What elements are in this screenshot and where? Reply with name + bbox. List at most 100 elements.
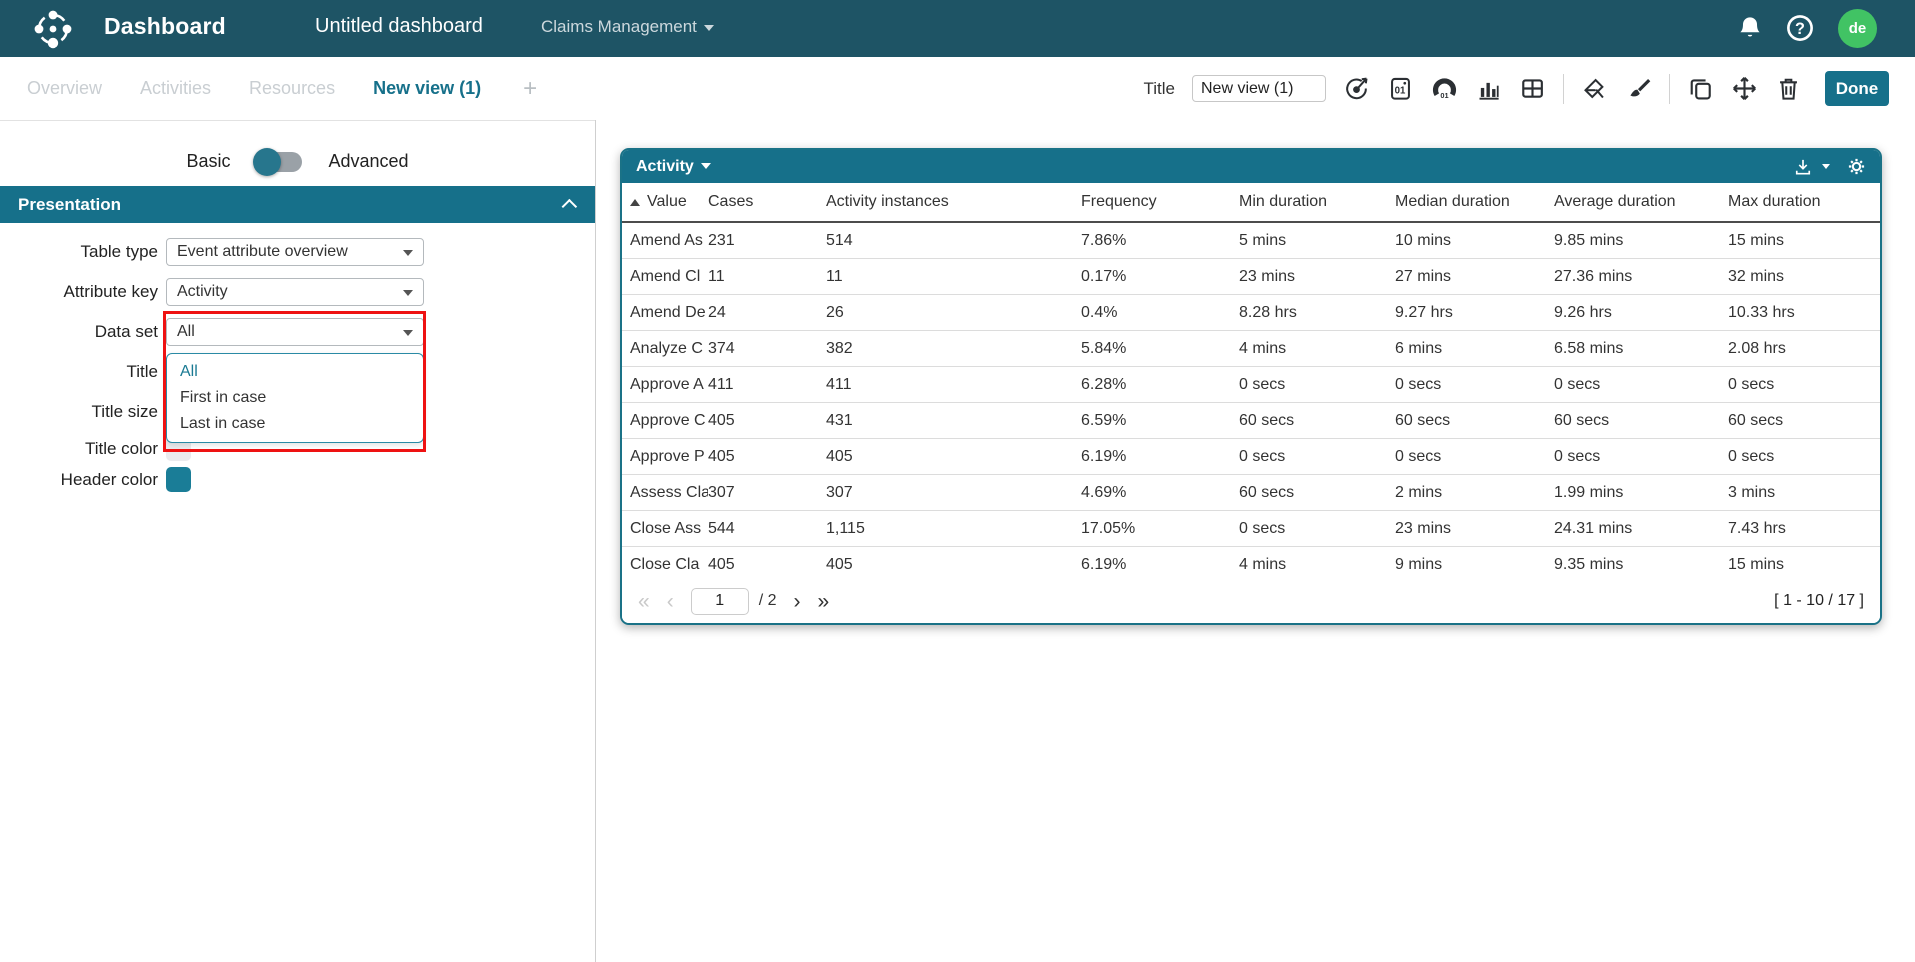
- table-cell: 1.99 mins: [1554, 483, 1624, 501]
- table-row[interactable]: Approve P 405 405 6.19% 0 secs 0 secs 0 secs 0 …: [622, 439, 1880, 475]
- last-page-button[interactable]: »: [817, 589, 830, 613]
- table-cell: 0 secs: [1395, 447, 1442, 465]
- done-button[interactable]: Done: [1825, 71, 1889, 106]
- column-header-label: Min duration: [1239, 193, 1328, 210]
- dropdown-option-all[interactable]: All: [180, 363, 198, 380]
- project-selector[interactable]: Claims Management: [541, 17, 714, 37]
- column-header-activity-instances[interactable]: Activity instances: [826, 193, 1081, 211]
- table-cell: Approve P: [630, 447, 705, 465]
- table-cell: 23 mins: [1239, 267, 1296, 285]
- table-cell: 4 mins: [1239, 555, 1287, 573]
- column-header-value[interactable]: Value: [630, 193, 708, 211]
- attribute-key-value: Activity: [177, 283, 228, 300]
- table-row[interactable]: Close Ass 544 1,115 17.05% 0 secs 23 mins 24.3…: [622, 511, 1880, 547]
- widget-title: Activity: [636, 157, 694, 175]
- attribute-key-select[interactable]: Activity: [166, 278, 424, 306]
- settings-gear-icon[interactable]: [1847, 157, 1866, 176]
- clear-format-icon[interactable]: [1625, 75, 1652, 102]
- table-cell: 26: [826, 303, 844, 321]
- target-chart-icon[interactable]: [1343, 75, 1370, 102]
- table-row[interactable]: Close Cla 405 405 6.19% 4 mins 9 mins 9.35 min…: [622, 547, 1880, 583]
- table-row[interactable]: Analyze C 374 382 5.84% 4 mins 6 mins 6.58 min…: [622, 331, 1880, 367]
- column-header-label: Activity instances: [826, 193, 949, 210]
- column-header-max-duration[interactable]: Max duration: [1728, 193, 1880, 211]
- widget-header: Activity: [622, 150, 1880, 183]
- column-header-average-duration[interactable]: Average duration: [1554, 193, 1728, 211]
- table-row[interactable]: Assess Cla 307 307 4.69% 60 secs 2 mins 1.99 m…: [622, 475, 1880, 511]
- table-row[interactable]: Amend Cl 11 11 0.17% 23 mins 27 mins 27.36 min…: [622, 259, 1880, 295]
- tab-resources[interactable]: Resources: [249, 78, 336, 98]
- fill-style-icon[interactable]: [1581, 75, 1608, 102]
- table-cell: 7.86%: [1081, 231, 1127, 249]
- column-header-label: Cases: [708, 193, 754, 210]
- table-widget-icon[interactable]: [1519, 75, 1546, 102]
- table-cell: 0 secs: [1728, 447, 1775, 465]
- next-page-button[interactable]: ›: [793, 589, 801, 613]
- table-row[interactable]: Approve A 411 411 6.28% 0 secs 0 secs 0 secs 0 …: [622, 367, 1880, 403]
- add-view-button[interactable]: +: [523, 74, 538, 102]
- tab-activities[interactable]: Activities: [140, 78, 212, 98]
- page-number-input[interactable]: [690, 587, 749, 615]
- dropdown-option-last-in-case[interactable]: Last in case: [180, 415, 266, 432]
- data-set-value: All: [177, 323, 195, 340]
- duplicate-icon[interactable]: [1687, 75, 1714, 102]
- column-header-median-duration[interactable]: Median duration: [1395, 193, 1554, 211]
- table-cell: 231: [708, 231, 735, 249]
- table-cell: 2 mins: [1395, 483, 1443, 501]
- widget-title-dropdown[interactable]: Activity: [636, 158, 711, 176]
- table-row[interactable]: Amend De 24 26 0.4% 8.28 hrs 9.27 hrs 9.26 hrs…: [622, 295, 1880, 331]
- table-type-value: Event attribute overview: [177, 243, 348, 260]
- view-title-input[interactable]: [1192, 75, 1326, 102]
- table-cell: 374: [708, 339, 735, 357]
- table-cell: 9.35 mins: [1554, 555, 1624, 573]
- toolbar-divider: [1669, 73, 1670, 104]
- column-header-label: Frequency: [1081, 193, 1157, 210]
- column-header-label: Max duration: [1728, 193, 1821, 210]
- table-cell: 0 secs: [1239, 447, 1286, 465]
- table-type-select[interactable]: Event attribute overview: [166, 238, 424, 266]
- table-cell: Amend Cl: [630, 267, 701, 285]
- table-cell: 544: [708, 519, 735, 537]
- table-cell: 6 mins: [1395, 339, 1443, 357]
- toggle-knob: [253, 147, 282, 176]
- table-cell: 5.84%: [1081, 339, 1127, 357]
- table-cell: Analyze C: [630, 339, 703, 357]
- table-cell: 431: [826, 411, 853, 429]
- table-row[interactable]: Amend As 231 514 7.86% 5 mins 10 mins 9.85 min…: [622, 223, 1880, 259]
- dashboard-name[interactable]: Untitled dashboard: [315, 15, 483, 37]
- tab-overview[interactable]: Overview: [27, 78, 103, 98]
- first-page-button[interactable]: «: [638, 589, 650, 613]
- table-cell: 9.85 mins: [1554, 231, 1624, 249]
- numeric-tile-icon[interactable]: 01: [1387, 75, 1414, 102]
- user-avatar[interactable]: de: [1838, 9, 1877, 48]
- move-icon[interactable]: [1731, 75, 1758, 102]
- table-cell: 32 mins: [1728, 267, 1785, 285]
- table-cell: 382: [826, 339, 853, 357]
- table-cell: Assess Cla: [630, 483, 708, 501]
- table-cell: 405: [708, 447, 735, 465]
- notifications-bell-icon[interactable]: [1735, 13, 1765, 43]
- download-options-caret-icon[interactable]: [1822, 164, 1830, 169]
- dropdown-option-first-in-case[interactable]: First in case: [180, 389, 267, 406]
- tab-new-view-1-[interactable]: New view (1): [373, 78, 482, 98]
- presentation-section-header[interactable]: Presentation: [0, 186, 595, 223]
- table-cell: 2.08 hrs: [1728, 339, 1786, 357]
- panel-divider: [595, 120, 596, 962]
- column-header-min-duration[interactable]: Min duration: [1239, 193, 1395, 211]
- data-set-select[interactable]: All: [166, 318, 424, 346]
- delete-icon[interactable]: [1775, 75, 1802, 102]
- header-color-swatch[interactable]: [166, 467, 191, 492]
- table-row[interactable]: Approve C 405 431 6.59% 60 secs 60 secs 60 sec…: [622, 403, 1880, 439]
- chevron-down-icon: [703, 24, 714, 31]
- prev-page-button[interactable]: ‹: [666, 589, 674, 613]
- basic-advanced-toggle[interactable]: [253, 147, 303, 176]
- gauge-chart-icon[interactable]: 01: [1431, 75, 1458, 102]
- bar-chart-icon[interactable]: [1475, 75, 1502, 102]
- table-cell: 60 secs: [1239, 411, 1295, 429]
- column-header-frequency[interactable]: Frequency: [1081, 193, 1239, 211]
- table-cell: 411: [708, 375, 734, 393]
- column-header-cases[interactable]: Cases: [708, 193, 826, 211]
- help-icon[interactable]: ?: [1785, 13, 1815, 43]
- download-icon[interactable]: [1793, 157, 1813, 177]
- app-title: Dashboard: [104, 13, 226, 39]
